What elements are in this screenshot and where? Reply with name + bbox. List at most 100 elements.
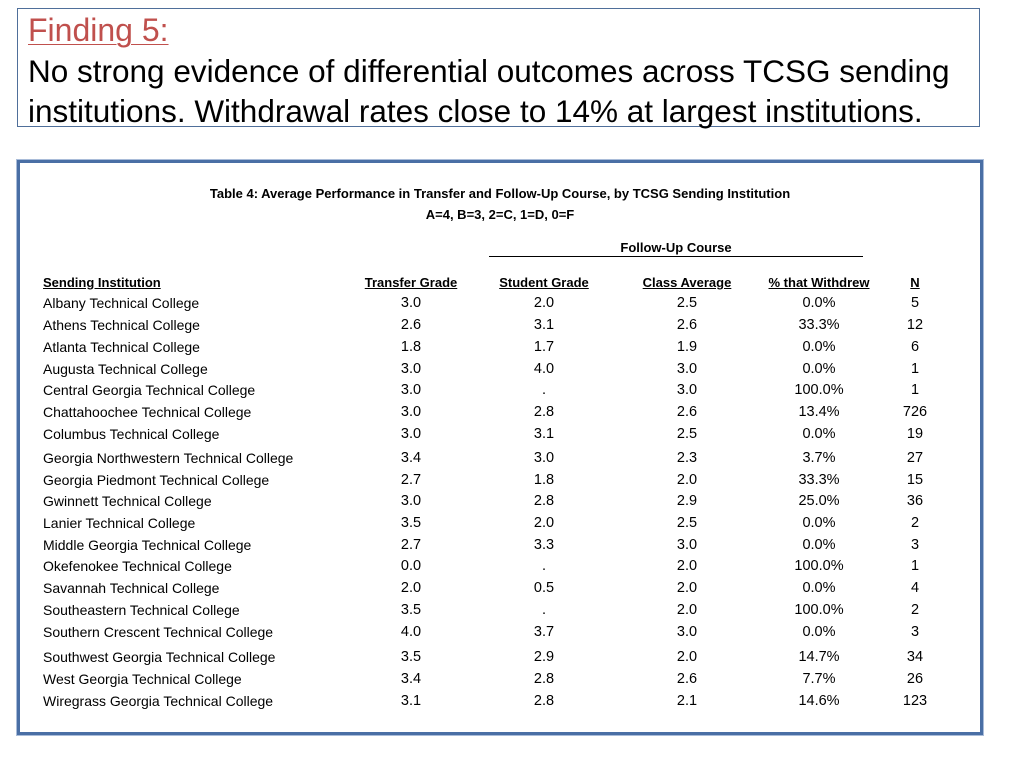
withdraw-percent-cell: 0.0% <box>802 515 836 531</box>
table-row: Albany Technical College 3.0 2.0 2.5 0.0% 5 <box>20 293 980 313</box>
finding-label: Finding 5: <box>28 12 169 48</box>
table-row: Southwest Georgia Technical College 3.5 2.… <box>20 647 980 667</box>
student-grade-cell: 2.9 <box>533 649 555 665</box>
table-row: Southern Crescent Technical College 4.0 3.… <box>20 622 980 642</box>
transfer-grade-cell: 3.1 <box>400 693 422 709</box>
student-grade-cell: 1.7 <box>533 339 555 355</box>
student-grade-cell: 2.8 <box>533 693 555 709</box>
withdraw-percent-cell: 13.4% <box>798 404 840 420</box>
transfer-grade-cell: 1.8 <box>400 339 422 355</box>
class-average-cell: 2.9 <box>676 493 698 509</box>
institution-name: Albany Technical College <box>43 295 200 311</box>
transfer-grade-cell: 3.5 <box>400 602 422 618</box>
n-cell: 34 <box>906 649 924 665</box>
institution-name: Lanier Technical College <box>43 515 196 531</box>
class-average-cell: 3.0 <box>676 537 698 553</box>
table-row: Savannah Technical College 2.0 0.5 2.0 0.0% 4 <box>20 578 980 598</box>
table-row: Okefenokee Technical College 0.0. 2.0 100.0… <box>20 556 980 576</box>
withdraw-percent-cell: 33.3% <box>798 472 840 488</box>
withdraw-percent-cell: 100.0% <box>794 602 844 618</box>
table-row: Chattahoochee Technical College 3.0 2.8 2.6… <box>20 402 980 422</box>
finding-title-box: Finding 5: No strong evidence of differe… <box>17 8 980 129</box>
transfer-grade-cell: 3.5 <box>400 515 422 531</box>
class-average-cell: 2.0 <box>676 472 698 488</box>
transfer-grade-cell: 3.0 <box>400 295 422 311</box>
n-cell: 19 <box>906 426 924 442</box>
transfer-grade-cell: 3.0 <box>400 361 422 377</box>
class-average-cell: 2.6 <box>676 317 698 333</box>
transfer-grade-cell: 3.5 <box>400 649 422 665</box>
institution-name: Wiregrass Georgia Technical College <box>43 693 274 709</box>
withdraw-percent-cell: 7.7% <box>802 671 836 687</box>
transfer-grade-cell: 2.7 <box>400 472 422 488</box>
institution-name: Chattahoochee Technical College <box>43 404 252 420</box>
transfer-grade-cell: 3.0 <box>400 382 422 398</box>
n-cell: 726 <box>902 404 928 420</box>
table-row: Georgia Northwestern Technical College 3.… <box>20 448 980 468</box>
class-average-cell: 2.1 <box>676 693 698 709</box>
table-row: Southeastern Technical College 3.5. 2.0 100… <box>20 600 980 620</box>
transfer-grade-cell: 2.0 <box>400 580 422 596</box>
table-row: Athens Technical College 2.6 3.1 2.6 33.3% 12 <box>20 315 980 335</box>
n-cell: 2 <box>910 602 920 618</box>
institution-name: Savannah Technical College <box>43 580 220 596</box>
class-average-cell: 2.0 <box>676 649 698 665</box>
withdraw-percent-cell: 0.0% <box>802 426 836 442</box>
finding-headline-line1: No strong evidence of differential outco… <box>28 53 950 89</box>
withdraw-percent-cell: 0.0% <box>802 537 836 553</box>
class-average-cell: 2.0 <box>676 558 698 574</box>
withdraw-percent-cell: 33.3% <box>798 317 840 333</box>
class-average-cell: 2.0 <box>676 602 698 618</box>
student-grade-cell: 3.7 <box>533 624 555 640</box>
finding-headline: No strong evidence of differential outco… <box>28 51 950 131</box>
withdraw-percent-cell: 25.0% <box>798 493 840 509</box>
table-row: Middle Georgia Technical College 2.7 3.3 3.… <box>20 535 980 555</box>
student-grade-cell: 3.0 <box>533 450 555 466</box>
institution-name: Southwest Georgia Technical College <box>43 649 276 665</box>
transfer-grade-cell: 3.0 <box>400 493 422 509</box>
institution-name: Columbus Technical College <box>43 426 220 442</box>
n-cell: 3 <box>910 537 920 553</box>
student-grade-cell: 0.5 <box>533 580 555 596</box>
class-average-cell: 3.0 <box>676 361 698 377</box>
header-n: N <box>910 275 920 290</box>
grade-scale-note: A=4, B=3, 2=C, 1=D, 0=F <box>425 207 575 222</box>
header-student-grade: Student Grade <box>499 275 589 290</box>
transfer-grade-cell: 3.4 <box>400 671 422 687</box>
n-cell: 36 <box>906 493 924 509</box>
n-cell: 1 <box>910 361 920 377</box>
withdraw-percent-cell: 0.0% <box>802 295 836 311</box>
withdraw-percent-cell: 3.7% <box>802 450 836 466</box>
table-caption: Table 4: Average Performance in Transfer… <box>20 183 980 225</box>
n-cell: 12 <box>906 317 924 333</box>
header-transfer-grade: Transfer Grade <box>364 275 458 290</box>
class-average-cell: 2.6 <box>676 671 698 687</box>
class-average-cell: 1.9 <box>676 339 698 355</box>
institution-name: Georgia Northwestern Technical College <box>43 450 294 466</box>
table-row: Columbus Technical College 3.0 3.1 2.5 0.0% 1… <box>20 424 980 444</box>
table-row: West Georgia Technical College 3.4 2.8 2.6 7… <box>20 669 980 689</box>
institution-name: Georgia Piedmont Technical College <box>43 472 270 488</box>
student-grade-cell: 2.0 <box>533 295 555 311</box>
student-grade-cell: . <box>541 558 547 574</box>
institution-name: Middle Georgia Technical College <box>43 537 252 553</box>
header-class-average: Class Average <box>642 275 732 290</box>
transfer-grade-cell: 3.0 <box>400 426 422 442</box>
student-grade-cell: . <box>541 382 547 398</box>
transfer-grade-cell: 3.4 <box>400 450 422 466</box>
student-grade-cell: 2.8 <box>533 404 555 420</box>
n-cell: 27 <box>906 450 924 466</box>
transfer-grade-cell: 4.0 <box>400 624 422 640</box>
transfer-grade-cell: 2.6 <box>400 317 422 333</box>
class-average-cell: 2.5 <box>676 426 698 442</box>
institution-name: Okefenokee Technical College <box>43 558 232 574</box>
institution-name: Gwinnett Technical College <box>43 493 212 509</box>
table-panel: Table 4: Average Performance in Transfer… <box>17 160 983 735</box>
transfer-grade-cell: 3.0 <box>400 404 422 420</box>
n-cell: 1 <box>910 382 920 398</box>
withdraw-percent-cell: 14.7% <box>798 649 840 665</box>
institution-name: Southeastern Technical College <box>43 602 240 618</box>
withdraw-percent-cell: 0.0% <box>802 361 836 377</box>
class-average-cell: 2.5 <box>676 295 698 311</box>
class-average-cell: 2.0 <box>676 580 698 596</box>
